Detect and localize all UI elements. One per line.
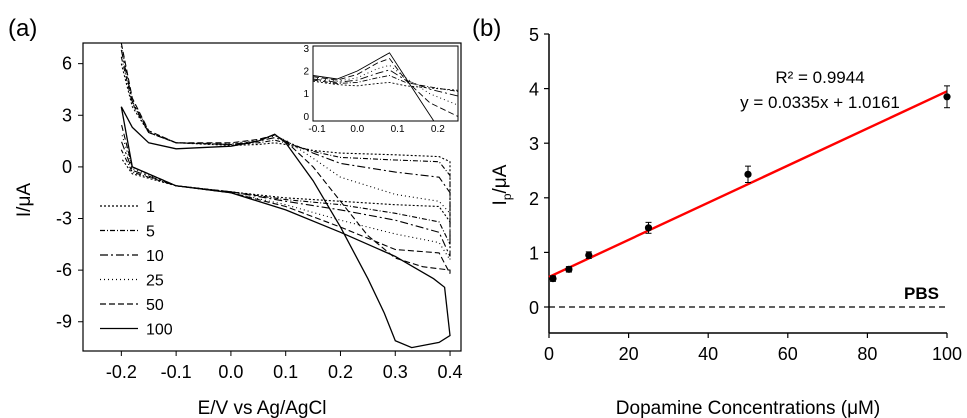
b-x-tick-label: 20 <box>619 344 639 364</box>
b-y-tick-label: 0 <box>529 298 539 318</box>
inset-x-tick-label: -0.1 <box>308 124 326 135</box>
panel-a: (a) -0.2 -0.1 0.0 0.1 0.2 0.3 0.4 6 3 0 -3 -6 -9 E/… <box>8 15 463 418</box>
a-y-tick-label: -9 <box>56 312 72 332</box>
b-x-tick-label: 60 <box>778 344 798 364</box>
data-point <box>549 275 557 283</box>
a-y-tick-label: -6 <box>56 260 72 280</box>
fit-line <box>548 90 948 279</box>
legend-label-50: 50 <box>146 297 164 314</box>
a-x-tick-label: 0.4 <box>438 362 463 382</box>
inset-y-tick-label: 3 <box>303 44 309 55</box>
a-x-tick-label: -0.1 <box>161 362 192 382</box>
inset-curve-10 <box>312 69 459 97</box>
b-x-tick-label: 100 <box>932 344 962 364</box>
data-point <box>644 224 653 232</box>
panel-a-x-axis-label: E/V vs Ag/AgCl <box>198 398 327 418</box>
a-x-tick-label: 0.0 <box>218 362 243 382</box>
cv-curve-10 <box>120 49 451 257</box>
panel-a-curves <box>120 42 451 349</box>
panel-b-y-ticks: 0 1 2 3 4 5 <box>529 25 549 318</box>
cv-curve-1 <box>120 63 451 224</box>
inset-curves <box>312 52 459 122</box>
panel-a-label: (a) <box>8 15 37 42</box>
a-x-tick-label: 0.2 <box>328 362 353 382</box>
inset-y-tick-label: 1 <box>303 89 309 100</box>
y-label-unit: /μA <box>490 164 511 193</box>
inset-x-tick-label: 0.2 <box>431 124 445 135</box>
fit-equation-annotation: y = 0.0335x + 1.0161 <box>740 93 900 112</box>
panel-a-x-ticks: -0.2 -0.1 0.0 0.1 0.2 0.3 0.4 <box>106 351 463 382</box>
pbs-label: PBS <box>904 284 939 303</box>
cv-curve-50 <box>120 42 451 274</box>
panel-b-y-axis-label: Ip/μA <box>490 164 514 205</box>
b-y-tick-label: 4 <box>529 80 539 100</box>
b-y-tick-label: 2 <box>529 189 539 209</box>
b-y-tick-label: 1 <box>529 243 539 263</box>
legend-label-5: 5 <box>146 224 155 241</box>
a-y-tick-label: 6 <box>62 54 72 74</box>
r-squared-annotation: R² = 0.9944 <box>775 68 864 87</box>
data-point <box>744 170 752 178</box>
a-y-tick-label: 3 <box>62 105 72 125</box>
b-x-tick-label: 0 <box>544 344 554 364</box>
inset-x-tick-label: 0.0 <box>350 124 364 135</box>
y-label-main: I <box>490 200 511 205</box>
data-point <box>565 265 573 273</box>
legend-label-10: 10 <box>146 248 164 265</box>
panel-b-points <box>549 85 951 283</box>
b-x-tick-label: 40 <box>698 344 718 364</box>
data-point <box>585 251 593 259</box>
b-x-tick-label: 80 <box>857 344 877 364</box>
a-x-tick-label: 0.1 <box>273 362 298 382</box>
b-y-tick-label: 5 <box>529 25 539 45</box>
panel-a-inset: -0.1 0.0 0.1 0.2 0 1 2 3 <box>303 44 459 135</box>
panel-b-label: (b) <box>472 15 501 42</box>
panel-a-y-ticks: 6 3 0 -3 -6 -9 <box>56 54 83 332</box>
inset-y-tick-label: 2 <box>303 67 309 78</box>
panel-a-legend: 1 5 10 25 50 100 <box>100 199 173 339</box>
inset-x-tick-label: 0.1 <box>391 124 405 135</box>
inset-curve-50 <box>312 57 459 117</box>
panel-b-x-axis-label: Dopamine Concentrations (μM) <box>616 398 880 418</box>
cv-curve-25 <box>120 46 451 262</box>
inset-curve-5 <box>312 75 459 92</box>
legend-label-100: 100 <box>146 322 173 339</box>
a-x-tick-label: 0.3 <box>383 362 408 382</box>
panel-a-y-axis-label: I/μA <box>14 183 35 218</box>
data-point <box>943 93 951 101</box>
legend-label-1: 1 <box>146 199 155 216</box>
panel-b-x-ticks: 0 20 40 60 80 100 <box>544 333 962 364</box>
legend-label-25: 25 <box>146 273 164 290</box>
inset-curve-100 <box>312 52 435 122</box>
b-y-tick-label: 3 <box>529 134 539 154</box>
a-y-tick-label: -3 <box>56 209 72 229</box>
panel-a-plot-frame <box>82 42 462 352</box>
a-y-tick-label: 0 <box>62 157 72 177</box>
cv-curve-100 <box>120 106 451 349</box>
inset-y-tick-label: 0 <box>303 112 309 123</box>
inset-ticks: -0.1 0.0 0.1 0.2 0 1 2 3 <box>303 44 445 135</box>
y-label-subscript: p <box>500 193 514 200</box>
a-x-tick-label: -0.2 <box>106 362 137 382</box>
